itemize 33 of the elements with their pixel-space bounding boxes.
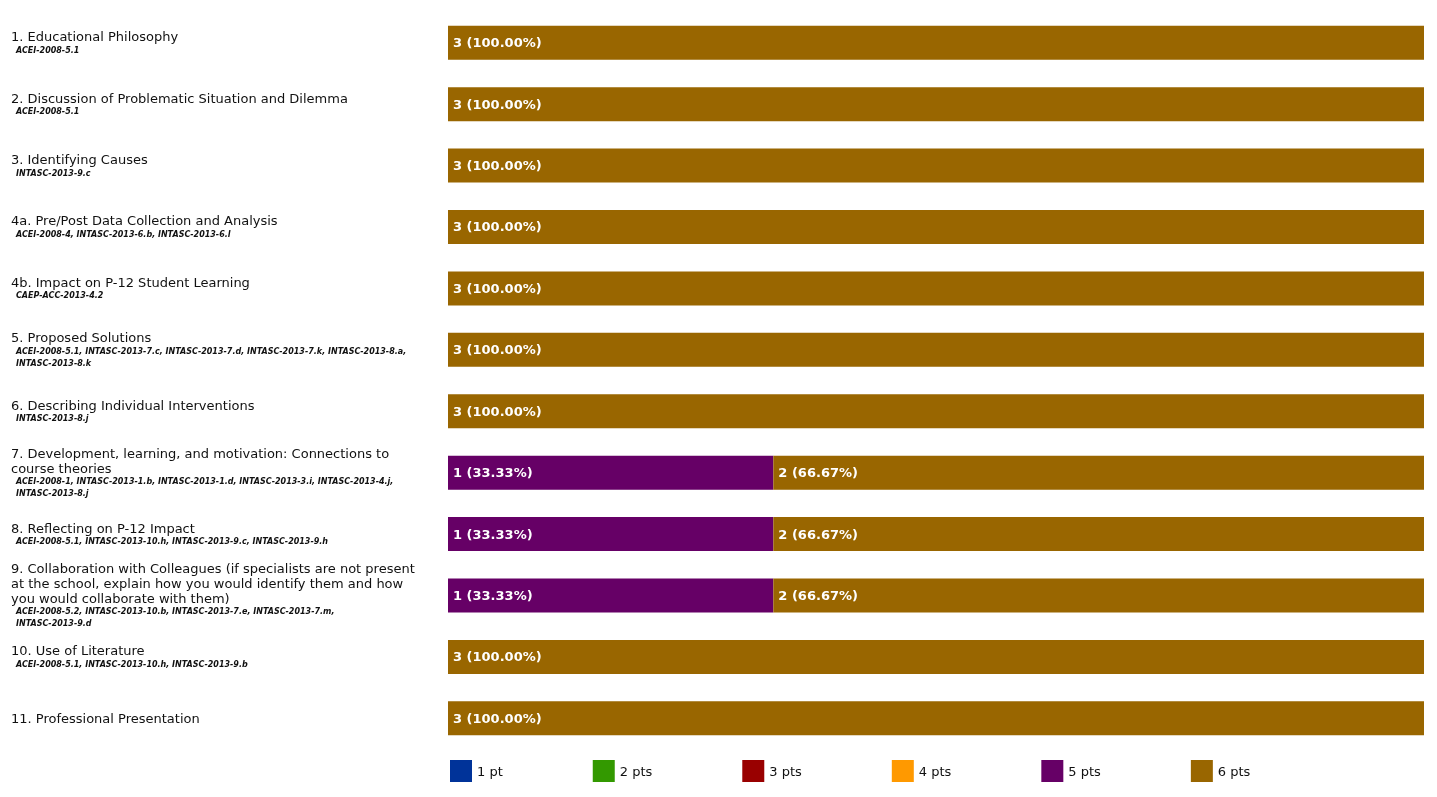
data-label: 2 (66.67%) — [778, 526, 858, 542]
data-label: 3 (100.00%) — [453, 219, 542, 235]
legend-label: 6 pts — [1217, 763, 1251, 779]
data-label: 3 (100.00%) — [453, 280, 542, 296]
legend-label: 4 pts — [918, 763, 952, 779]
y-tick-label: 11. Professional Presentation — [11, 710, 200, 726]
y-tick-label: 1. Educational Philosophy ACEI-2008-5.1 — [11, 29, 179, 55]
data-label: 1 (33.33%) — [453, 526, 533, 542]
data-label: 3 (100.00%) — [453, 649, 542, 665]
data-label: 3 (100.00%) — [453, 35, 542, 51]
data-label: 1 (33.33%) — [453, 587, 533, 603]
y-tick-label: 5. Proposed Solutions ACEI-2008-5.1, INTASC-2013-7.c, INTASC-2013-7.d, INTASC-2013-7.k, INTASC-2013-8.a, INTASC-2013-8.k — [11, 330, 407, 368]
data-label: 3 (100.00%) — [453, 403, 542, 419]
y-tick-label: 8. Reflecting on P-12 Impact ACEI-2008-5.1, INTASC-2013-10.h, INTASC-2013-9.c, INTASC-2013-9.h — [11, 520, 329, 547]
legend-label: 1 pt — [477, 763, 503, 779]
data-label: 2 (66.67%) — [778, 465, 858, 481]
data-label: 1 (33.33%) — [453, 465, 533, 481]
data-label: 3 (100.00%) — [453, 158, 542, 174]
legend-label: 2 pts — [619, 763, 653, 779]
y-tick-label: 6. Describing Individual Interventions INTASC-2013-8.j — [11, 397, 255, 424]
y-tick-label: 10. Use of Literature ACEI-2008-5.1, INTASC-2013-10.h, INTASC-2013-9.b — [11, 643, 248, 669]
data-label: 3 (100.00%) — [453, 710, 542, 726]
data-label: 3 (100.00%) — [453, 96, 542, 112]
data-label: 3 (100.00%) — [453, 342, 542, 358]
y-tick-label: 3. Identifying Causes INTASC-2013-9.c — [11, 152, 148, 178]
y-tick-label: 4a. Pre/Post Data Collection and Analysis ACEI-2008-4, INTASC-2013-6.b, INTASC-2013-6.l — [11, 213, 278, 239]
y-tick-label: 7. Development, learning, and motivation: Connections to course theories ACEI-2008-1, INTASC-2013-1.b, INTASC-2013-1.d, INTASC-2013-3.i, INTASC-2013-4.j, INTASC-2013-8.j — [11, 445, 394, 499]
data-label: 2 (66.67%) — [778, 587, 858, 603]
legend-label: 3 pts — [769, 763, 803, 779]
y-tick-label: 9. Collaboration with Colleagues (if specialists are not present at the school, explain how you would identify them and how you would collaborate with them) ACEI-2008-5.2, INTASC-2013-10.b, INTASC-2013-7.e, INTASC-2013-7.m, INTASC-2013-9.d — [11, 560, 415, 629]
legend-label: 5 pts — [1068, 763, 1102, 779]
y-tick-label: 2. Discussion of Problematic Situation and Dilemma ACEI-2008-5.1 — [11, 90, 348, 117]
y-tick-label: 4b. Impact on P-12 Student Learning CAEP-ACC-2013-4.2 — [11, 274, 250, 301]
